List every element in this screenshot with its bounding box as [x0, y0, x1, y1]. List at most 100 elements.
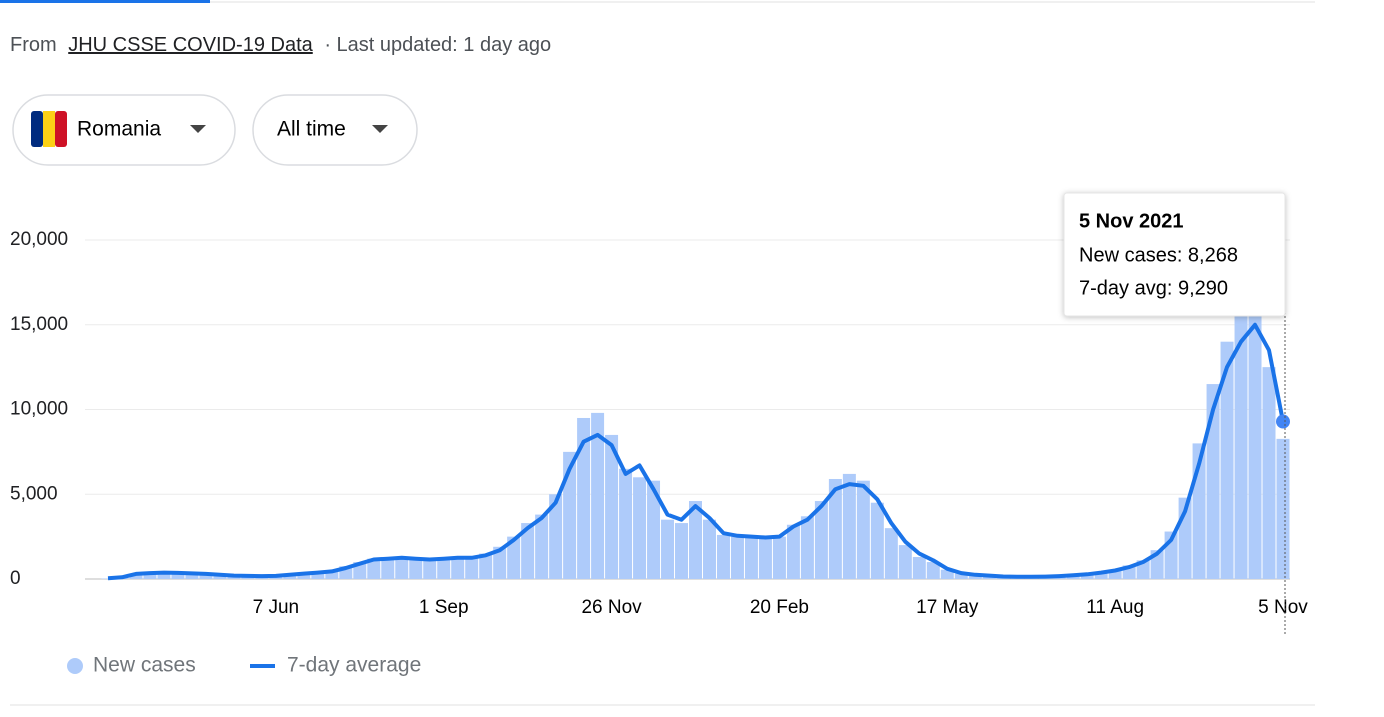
flag-blue	[31, 111, 43, 147]
tooltip-date: 5 Nov 2021	[1079, 210, 1184, 232]
bar	[800, 516, 814, 579]
y-tick-label: 5,000	[10, 483, 58, 504]
bar	[1108, 569, 1122, 579]
bar	[968, 575, 982, 579]
dropdown-box	[12, 94, 236, 166]
bar	[129, 574, 143, 579]
y-tick-label: 20,000	[10, 229, 68, 250]
tab-indicator	[0, 0, 210, 3]
plot: 0 5,000 10,000 15,000 20,000 7 Jun 1 Sep 26 Nov…	[10, 229, 1308, 677]
x-tick-label: 26 Nov	[581, 597, 642, 618]
bar	[647, 480, 661, 579]
bar	[507, 536, 521, 579]
bar	[744, 536, 758, 579]
bar	[605, 434, 619, 579]
line	[107, 322, 1285, 581]
updated: · Last updated: 1 day ago	[324, 34, 551, 56]
bar	[101, 578, 115, 579]
bar	[437, 557, 451, 579]
bar	[521, 523, 535, 579]
bar	[577, 417, 591, 579]
y-tick-label: 0	[10, 568, 21, 589]
dropdown-box	[252, 94, 418, 166]
bar	[171, 572, 185, 579]
hover-dot	[1276, 414, 1290, 429]
bar	[1080, 573, 1094, 579]
region-dropdown[interactable]: Romania	[12, 94, 236, 166]
bar	[870, 502, 884, 579]
bar	[1220, 341, 1234, 579]
bar	[1276, 438, 1290, 579]
bar	[1234, 307, 1248, 579]
bar	[689, 501, 702, 579]
x-tick-label: 17 May	[916, 597, 979, 618]
bar	[730, 536, 744, 579]
bar	[1094, 571, 1108, 579]
bar	[563, 451, 577, 579]
bar	[758, 538, 772, 579]
bar	[549, 494, 563, 579]
bar	[772, 536, 786, 579]
bar	[1262, 367, 1276, 579]
bar	[786, 524, 800, 579]
bar	[409, 559, 423, 579]
bar	[493, 546, 507, 579]
period-label: All time	[277, 118, 346, 141]
bar	[325, 570, 339, 579]
bar	[842, 473, 856, 579]
y-tick-label: 15,000	[10, 314, 68, 335]
bar	[395, 557, 409, 579]
bar	[381, 556, 395, 579]
x-tick-label: 20 Feb	[750, 597, 809, 618]
flag-red	[55, 111, 67, 147]
bar	[199, 573, 213, 579]
x-tick-label: 5 Nov	[1258, 597, 1308, 618]
bar	[884, 528, 898, 579]
bar	[311, 572, 325, 579]
bar	[479, 553, 493, 579]
bar	[661, 519, 675, 579]
x-tick-label: 7 Jun	[253, 597, 299, 618]
legend-swatch	[67, 658, 83, 674]
bar	[465, 556, 479, 579]
bar	[157, 572, 171, 579]
tooltip-line: 7-day avg: 9,290	[1079, 277, 1228, 299]
bar	[702, 519, 716, 579]
bar	[954, 573, 968, 579]
bar	[297, 573, 311, 579]
bar	[535, 514, 549, 579]
bar	[451, 556, 465, 579]
tooltip-box	[1063, 192, 1286, 317]
bar	[633, 477, 647, 579]
region-label: Romania	[77, 118, 161, 141]
bar	[619, 468, 633, 579]
bar	[1206, 384, 1220, 579]
dropdown-arrow	[190, 125, 206, 133]
bar	[912, 556, 926, 579]
dropdown-arrow	[372, 125, 388, 133]
bar	[828, 478, 842, 579]
bar	[814, 501, 828, 579]
x-tick-label: 1 Sep	[419, 597, 469, 618]
period-dropdown[interactable]: All time	[252, 94, 418, 166]
bar	[283, 575, 297, 579]
bar	[591, 412, 605, 579]
y-tick-label: 10,000	[10, 399, 68, 420]
bar	[675, 523, 689, 579]
bar	[898, 545, 912, 579]
bar	[1248, 299, 1262, 579]
bar	[716, 534, 730, 579]
bar	[856, 480, 870, 579]
source-line: From JHU CSSE COVID-19 Data · Last updat…	[10, 34, 551, 56]
bar	[423, 560, 437, 579]
bar	[926, 562, 940, 579]
flag-yellow	[43, 111, 55, 147]
bar	[940, 569, 954, 579]
bar	[367, 558, 381, 579]
bar	[143, 573, 157, 579]
source-link[interactable]: JHU CSSE COVID-19 Data	[68, 34, 313, 56]
bar	[185, 573, 199, 579]
legend-label: New cases	[93, 654, 196, 677]
